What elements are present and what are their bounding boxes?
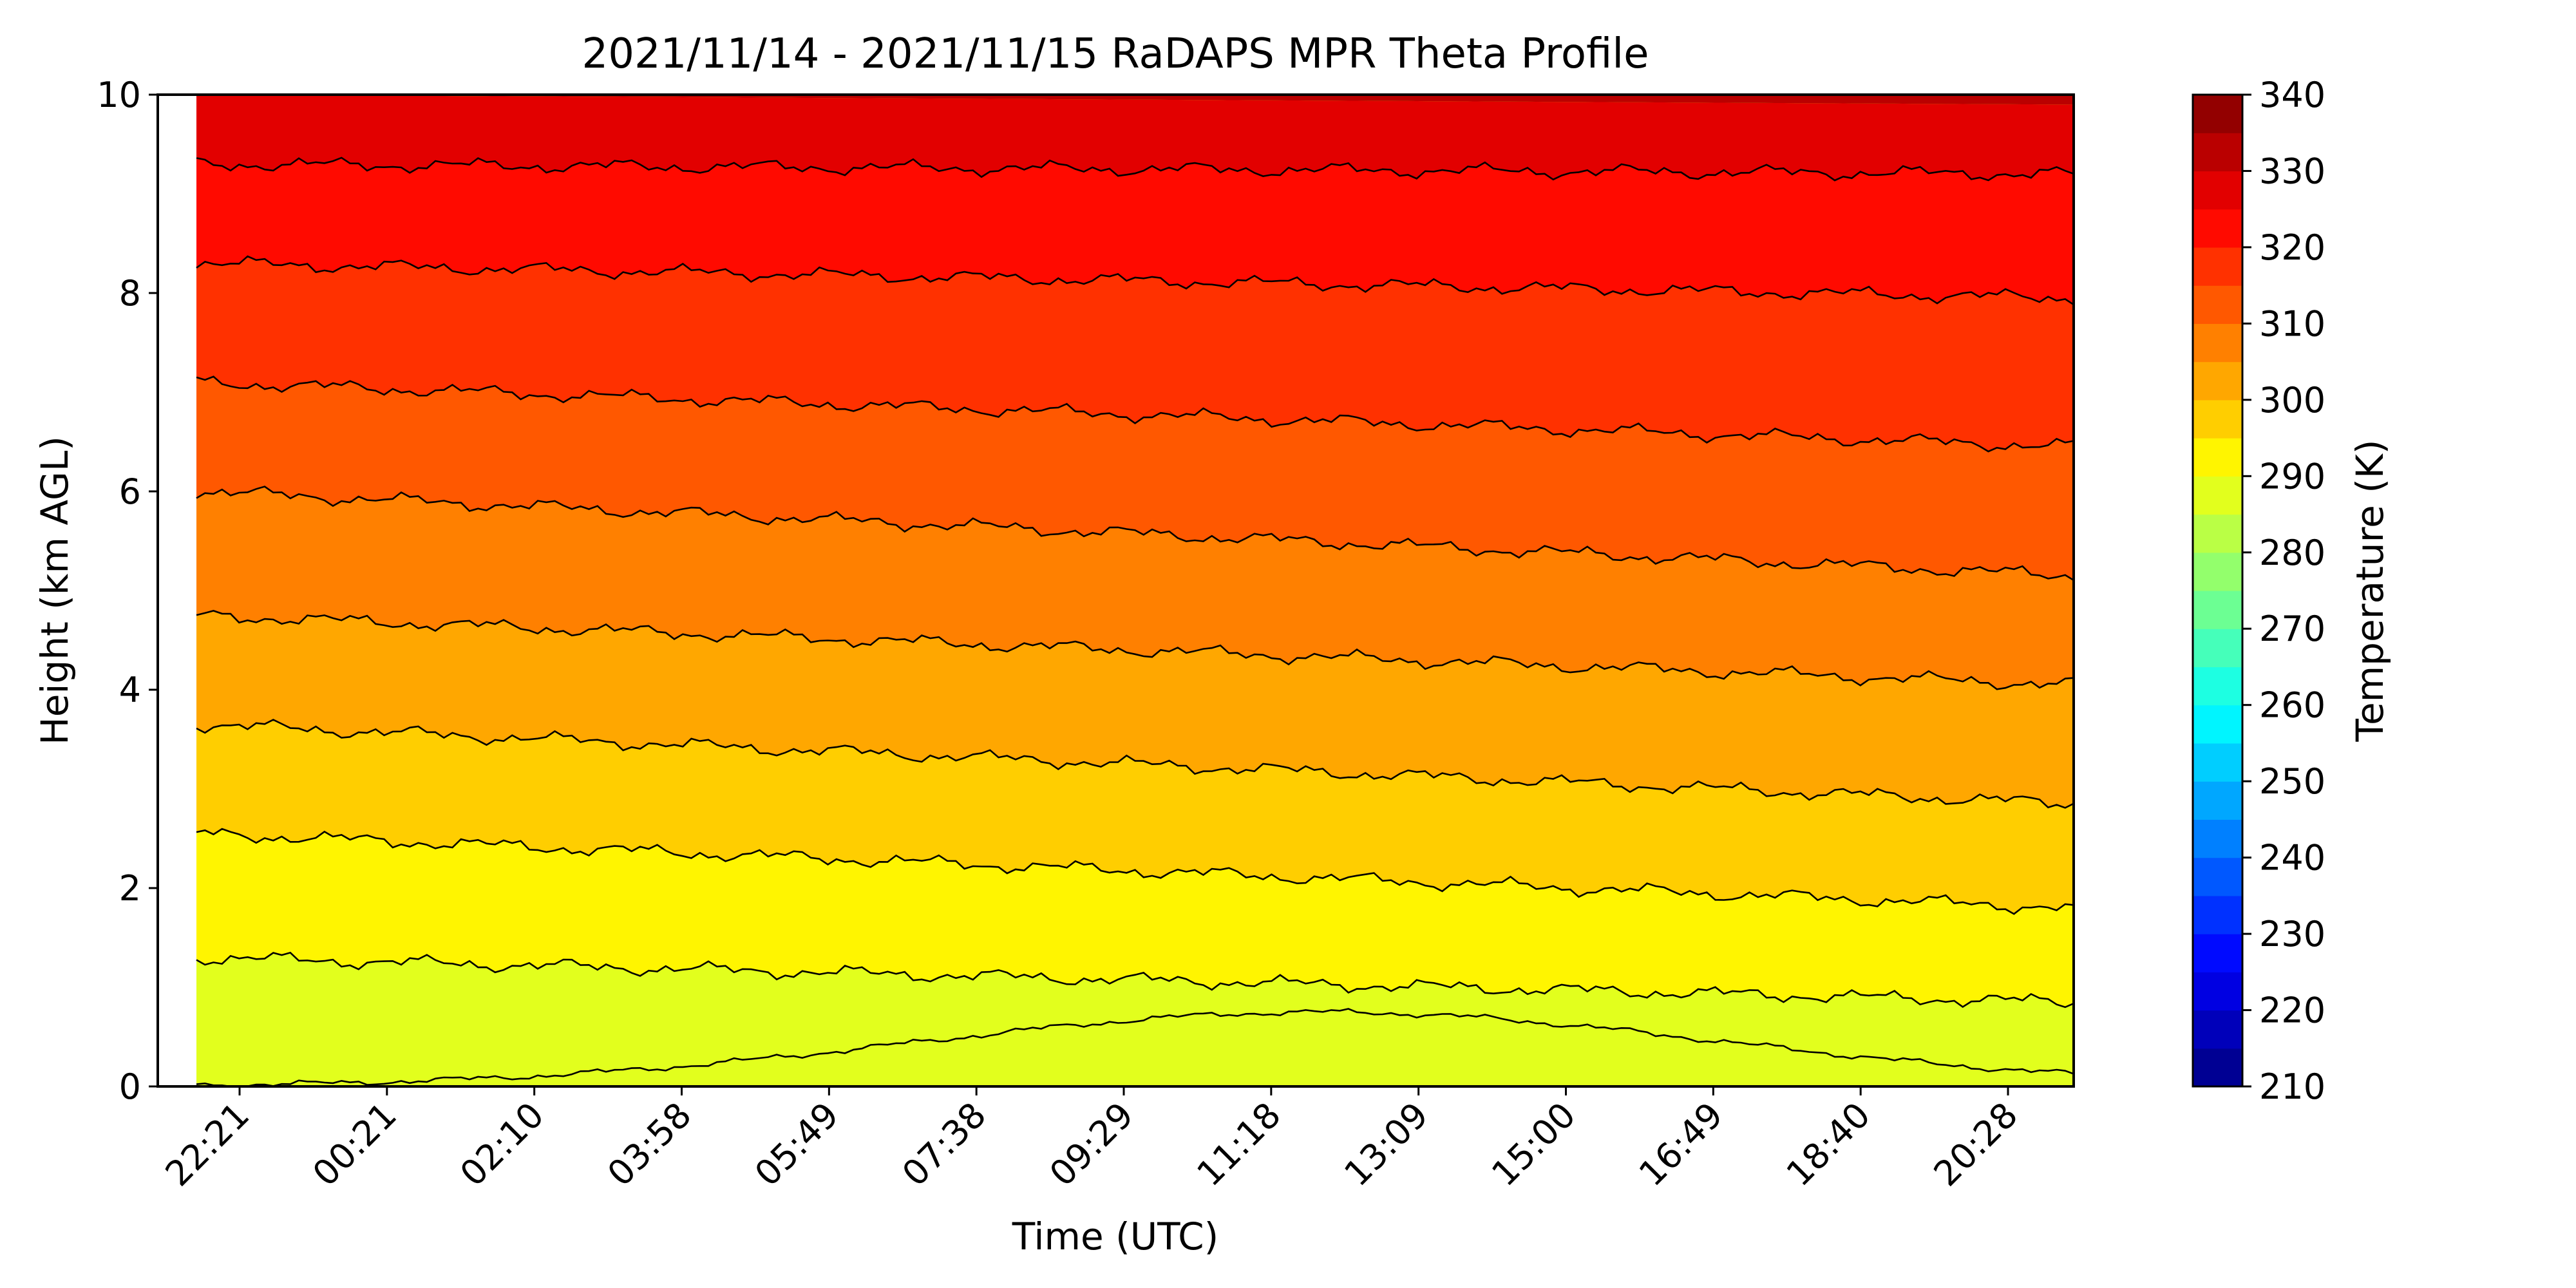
colorbar-tick-label: 240 — [2259, 838, 2325, 878]
colorbar-swatch — [2193, 552, 2242, 591]
temperature-band-fill — [196, 719, 2074, 914]
colorbar-swatch — [2193, 323, 2242, 363]
colorbar-swatch — [2193, 705, 2242, 744]
colorbar-swatch — [2193, 438, 2242, 477]
temperature-band-fill — [196, 376, 2074, 580]
temperature-band-fill — [196, 157, 2074, 305]
colorbar-swatch — [2193, 667, 2242, 706]
colorbar-label: Temperature (K) — [2348, 439, 2392, 742]
colorbar-swatch — [2193, 934, 2242, 972]
x-tick-label: 20:28 — [1926, 1095, 2026, 1195]
temperature-band-fill — [196, 952, 2074, 1086]
x-tick-label: 03:58 — [600, 1095, 699, 1195]
colorbar-swatch — [2193, 895, 2242, 934]
isotherm-line — [196, 610, 2074, 690]
temperature-band-fill — [196, 486, 2074, 690]
x-tick-label: 22:21 — [158, 1095, 258, 1195]
plot-area — [156, 93, 2075, 1088]
colorbar-swatch — [2193, 781, 2242, 820]
colorbar-swatch — [2193, 1048, 2242, 1087]
colorbar-swatch — [2193, 743, 2242, 782]
temperature-band-fill — [196, 611, 2074, 808]
y-tick-label: 6 — [119, 471, 141, 512]
isotherm-line — [196, 1008, 2074, 1086]
colorbar-frame — [2192, 93, 2244, 1088]
x-tick-label: 00:21 — [305, 1095, 404, 1195]
y-tick-label: 10 — [97, 75, 141, 115]
colorbar-swatch — [2193, 171, 2242, 210]
isotherm-line — [196, 719, 2074, 809]
colorbar-tick-label: 230 — [2259, 914, 2325, 954]
colorbar: 210 220 230 240 250 260 270 280 290 300 310 320 330 3… — [2192, 75, 2325, 1107]
isotherm-line — [196, 486, 2074, 582]
colorbar-tick-label: 340 — [2259, 75, 2325, 115]
y-tick-label: 8 — [119, 273, 141, 314]
colorbar-tick-label: 220 — [2259, 990, 2325, 1031]
colorbar-tick-label: 270 — [2259, 609, 2325, 649]
x-tick-label: 05:49 — [747, 1095, 847, 1195]
colorbar-tick-label: 210 — [2259, 1066, 2325, 1107]
temperature-band-fill — [196, 829, 2074, 1007]
temperature-band-fill — [196, 256, 2074, 451]
x-axis: 22:21 00:21 02:10 03:58 05:49 07:38 09:29 11:18… — [158, 1086, 2026, 1195]
colorbar-swatch — [2193, 476, 2242, 515]
colorbar-tick-label: 330 — [2259, 151, 2325, 191]
isotherm-layer — [196, 156, 2074, 1086]
x-tick-label: 07:38 — [895, 1095, 994, 1195]
y-axis-label: Height (km AGL) — [33, 436, 77, 745]
y-tick-label: 4 — [119, 670, 141, 710]
colorbar-tick-label: 260 — [2259, 685, 2325, 726]
colorbar-tick-label: 290 — [2259, 456, 2325, 497]
colorbar-swatch — [2193, 247, 2242, 286]
colorbar-tick-label: 300 — [2259, 380, 2325, 421]
colorbar-swatch — [2193, 209, 2242, 248]
colorbar-swatch — [2193, 1010, 2242, 1049]
colorbar-swatch — [2193, 857, 2242, 896]
x-tick-label: 18:40 — [1779, 1095, 1879, 1195]
x-tick-label: 09:29 — [1042, 1095, 1142, 1195]
x-tick-label: 02:10 — [452, 1095, 552, 1195]
colorbar-tick-label: 280 — [2259, 533, 2325, 573]
colorbar-swatch — [2193, 514, 2242, 553]
colorbar-swatch — [2193, 285, 2242, 324]
x-axis-label: Time (UTC) — [1012, 1215, 1219, 1258]
x-tick-label: 16:49 — [1631, 1095, 1731, 1195]
colorbar-tick-label: 310 — [2259, 303, 2325, 344]
y-tick-label: 0 — [119, 1066, 141, 1107]
y-axis: 0 2 4 6 8 10 — [97, 75, 158, 1107]
colorbar-swatch — [2193, 133, 2242, 172]
isotherm-line — [196, 375, 2074, 453]
x-tick-label: 11:18 — [1189, 1095, 1289, 1195]
temperature-band-fill — [196, 95, 2074, 181]
isotherm-line — [196, 255, 2074, 306]
colorbar-swatch — [2193, 819, 2242, 858]
colorbar-tick-label: 250 — [2259, 761, 2325, 802]
colorbar-swatch — [2193, 972, 2242, 1011]
colorbar-swatch — [2193, 591, 2242, 629]
colorbar-swatch — [2193, 399, 2242, 439]
plot-frame — [156, 93, 2075, 1088]
colorbar-swatch — [2193, 361, 2242, 401]
x-tick-label: 13:09 — [1336, 1095, 1436, 1195]
y-tick-label: 2 — [119, 868, 141, 909]
x-tick-label: 15:00 — [1484, 1095, 1584, 1195]
temperature-fill-layer — [196, 95, 2074, 1086]
colorbar-swatch — [2193, 95, 2242, 133]
colorbar-tick-label: 320 — [2259, 227, 2325, 268]
colorbar-swatch — [2193, 629, 2242, 668]
isotherm-line — [196, 951, 2074, 1009]
isotherm-line — [196, 828, 2074, 915]
isotherm-line — [196, 156, 2074, 182]
temperature-band-fill — [196, 95, 2074, 105]
chart-title: 2021/11/14 - 2021/11/15 RaDAPS MPR Theta… — [582, 30, 1649, 78]
